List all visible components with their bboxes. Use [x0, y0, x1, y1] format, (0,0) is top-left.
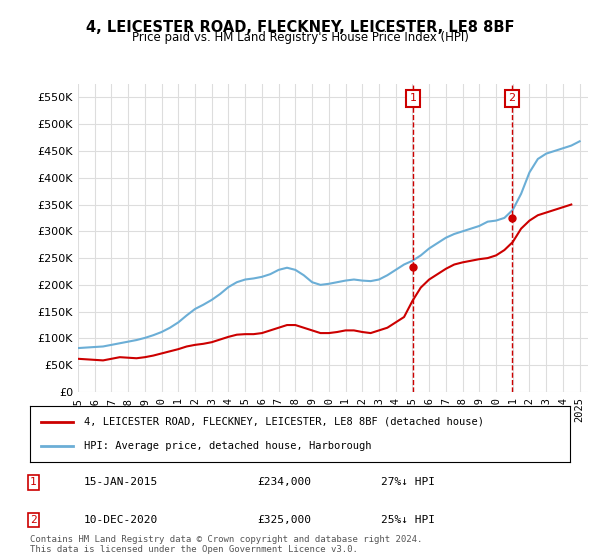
Text: 1: 1 — [30, 477, 37, 487]
Text: Contains HM Land Registry data © Crown copyright and database right 2024.
This d: Contains HM Land Registry data © Crown c… — [30, 535, 422, 554]
Text: 25%↓ HPI: 25%↓ HPI — [381, 515, 435, 525]
Text: 15-JAN-2015: 15-JAN-2015 — [84, 477, 158, 487]
Text: £325,000: £325,000 — [257, 515, 311, 525]
Text: £234,000: £234,000 — [257, 477, 311, 487]
Text: Price paid vs. HM Land Registry's House Price Index (HPI): Price paid vs. HM Land Registry's House … — [131, 31, 469, 44]
Text: 2: 2 — [508, 93, 515, 103]
Text: 1: 1 — [410, 93, 416, 103]
Text: 10-DEC-2020: 10-DEC-2020 — [84, 515, 158, 525]
Text: HPI: Average price, detached house, Harborough: HPI: Average price, detached house, Harb… — [84, 441, 371, 451]
Text: 27%↓ HPI: 27%↓ HPI — [381, 477, 435, 487]
Text: 4, LEICESTER ROAD, FLECKNEY, LEICESTER, LE8 8BF: 4, LEICESTER ROAD, FLECKNEY, LEICESTER, … — [86, 20, 514, 35]
Text: 4, LEICESTER ROAD, FLECKNEY, LEICESTER, LE8 8BF (detached house): 4, LEICESTER ROAD, FLECKNEY, LEICESTER, … — [84, 417, 484, 427]
Text: 2: 2 — [30, 515, 37, 525]
